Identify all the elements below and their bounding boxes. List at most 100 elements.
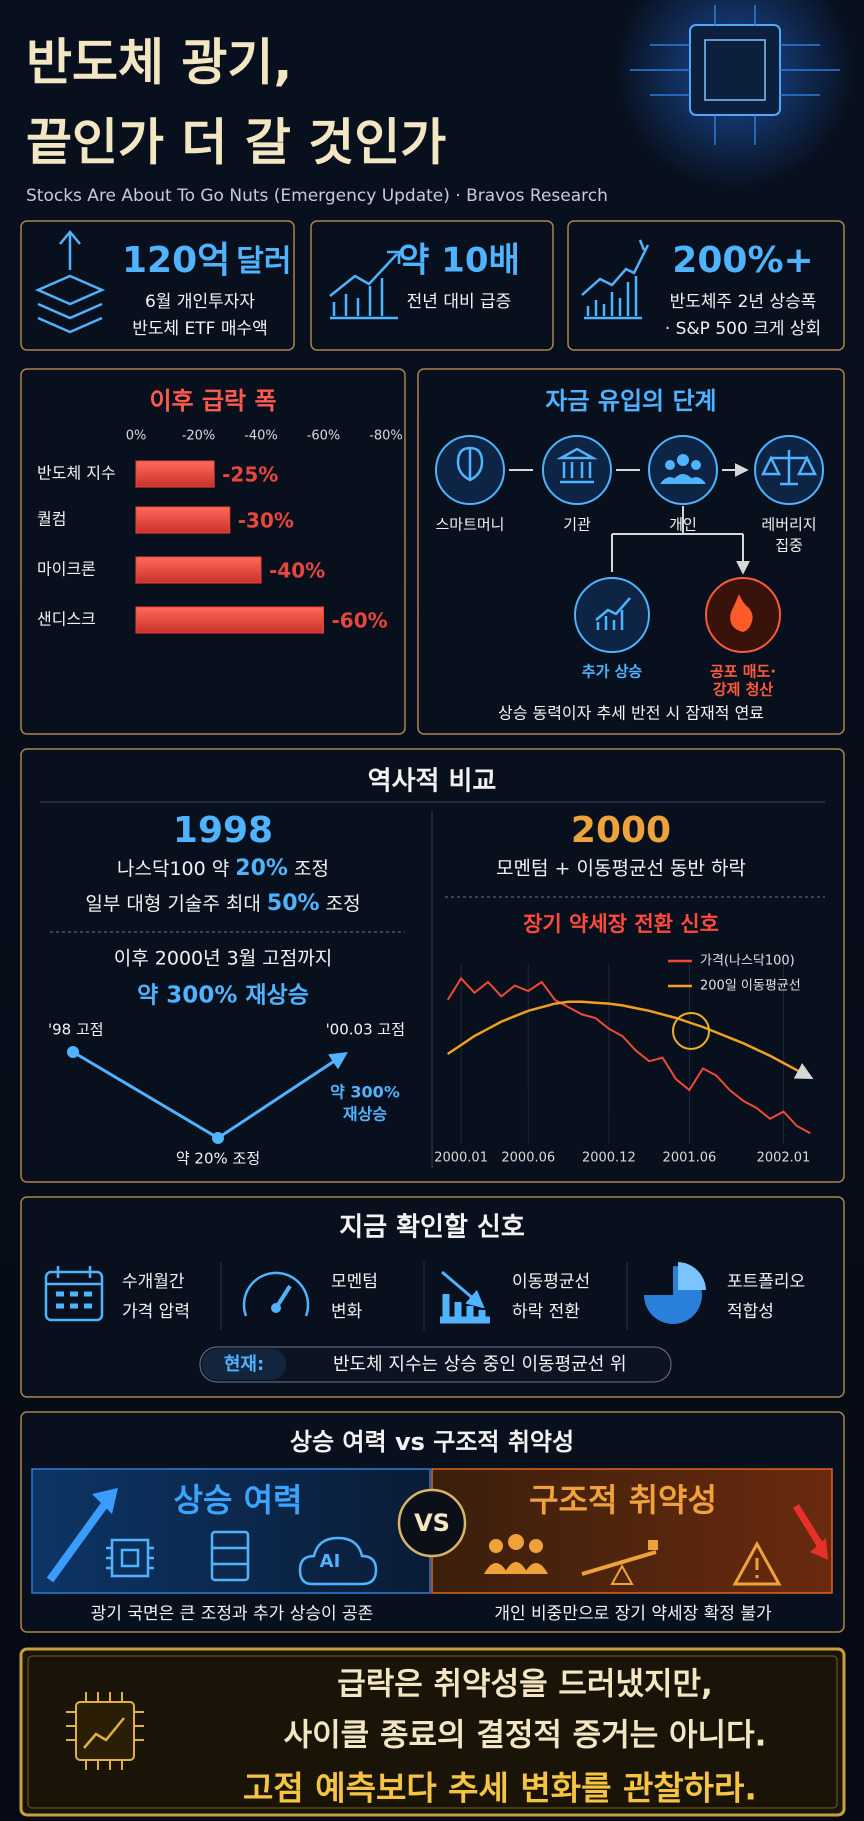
text-part: 나스닥100 약 xyxy=(117,858,235,880)
stage-label: 레버리지 xyxy=(761,516,816,534)
signal-label: 이동평균선 xyxy=(512,1272,590,1292)
history-line: 이후 2000년 3월 고점까지 xyxy=(114,948,332,970)
text-part: 일부 대형 기술주 최대 xyxy=(85,893,266,915)
panel-title: 지금 확인할 신호 xyxy=(339,1213,525,1243)
conclusion-line: 고점 예측보다 추세 변화를 관찰하라. xyxy=(243,1769,757,1808)
panel-title: 역사적 비교 xyxy=(368,767,497,797)
value-label: -60% xyxy=(332,609,388,633)
year: 2000 xyxy=(571,810,671,851)
stat-text: 6월 개인투자자 xyxy=(145,292,255,312)
versus-label: 구조적 취약성 xyxy=(529,1481,717,1519)
bar xyxy=(135,556,262,584)
stat-text: 전년 대비 급증 xyxy=(407,292,512,312)
signal-label: 수개월간 xyxy=(122,1272,185,1292)
category-label: 반도체 지수 xyxy=(37,464,116,483)
category-label: 샌디스크 xyxy=(37,610,96,629)
x-tick-label: 2001.06 xyxy=(663,1151,717,1166)
x-tick-label: 0% xyxy=(126,429,147,444)
panel-title: 상승 여력 vs 구조적 취약성 xyxy=(290,1428,574,1456)
status-tag xyxy=(202,1349,286,1380)
point-label: 재상승 xyxy=(343,1105,387,1124)
stat-card xyxy=(20,220,295,351)
stat-text: 반도체 ETF 매수액 xyxy=(132,319,268,339)
conclusion-frame xyxy=(27,1655,838,1809)
text-emphasis: 20% xyxy=(235,856,288,881)
value-label: -40% xyxy=(269,559,325,583)
text-part: 조정 xyxy=(320,893,361,915)
flow-diagram xyxy=(435,435,824,653)
vs-badge xyxy=(397,1488,467,1558)
history-line: 일부 대형 기술주 최대 50% 조정 xyxy=(85,891,360,916)
signal-label: 포트폴리오 xyxy=(727,1272,805,1292)
x-tick-label: 2000.06 xyxy=(501,1151,555,1166)
stat-value: 200%+ xyxy=(672,240,813,281)
status-text: 반도체 지수는 상승 중인 이동평균선 위 xyxy=(333,1354,627,1375)
stat-value: 120억 달러 xyxy=(122,240,291,281)
conclusion-line: 사이클 종료의 결정적 증거는 아니다. xyxy=(284,1718,767,1754)
series-line xyxy=(446,976,811,1135)
signal-label: 가격 압력 xyxy=(122,1302,190,1322)
x-tick-label: -40% xyxy=(244,429,278,444)
stage-label: 스마트머니 xyxy=(435,516,504,534)
x-tick-label: -60% xyxy=(307,429,341,444)
text-emphasis: 50% xyxy=(267,891,320,916)
point-label: 약 20% 조정 xyxy=(176,1150,260,1168)
conclusion-line: 급락은 취약성을 드러냈지만, xyxy=(337,1667,713,1703)
panel xyxy=(20,368,406,735)
caption: 광기 국면은 큰 조정과 추가 상승이 공존 xyxy=(91,1604,374,1624)
stage-label: 개인 xyxy=(669,516,697,534)
stage-label: 기관 xyxy=(563,516,591,534)
signal-icons xyxy=(44,1262,706,1324)
x-tick-label: -80% xyxy=(369,429,403,444)
outcome-label: 공포 매도· xyxy=(710,663,776,681)
text-part: 조정 xyxy=(288,858,329,880)
point-label: '98 고점 xyxy=(48,1021,104,1039)
signal-label: 모멘텀 xyxy=(331,1272,378,1292)
status-pill xyxy=(199,1346,672,1383)
x-tick-label: 2000.01 xyxy=(434,1151,488,1166)
versus-icons xyxy=(46,1488,828,1586)
x-tick-label: -20% xyxy=(182,429,216,444)
value-label: -30% xyxy=(238,509,294,533)
bar-chart: 0% -20% -40% -60% -80% 반도체 지수 -25% 퀄컴 -30% 마이크론 -4… xyxy=(37,429,403,634)
subtitle: Stocks Are About To Go Nuts (Emergency U… xyxy=(26,186,608,206)
chart-title: 이후 급락 폭 xyxy=(149,387,276,415)
bar xyxy=(135,506,231,534)
v-diagram xyxy=(67,1046,349,1144)
point-label: 약 300% xyxy=(330,1083,400,1102)
signal-title: 장기 약세장 전환 신호 xyxy=(523,912,719,936)
caption: 개인 비중만으로 장기 약세장 확정 불가 xyxy=(494,1604,772,1624)
legend-label: 가격(나스닥100) xyxy=(700,954,795,969)
x-tick-label: 2000.12 xyxy=(582,1151,636,1166)
history-line: 약 300% 재상승 xyxy=(137,983,309,1009)
point-label: '00.03 고점 xyxy=(326,1021,405,1039)
bar xyxy=(135,606,324,634)
title-line: 반도체 광기, xyxy=(26,34,292,92)
vs-text: VS xyxy=(414,1509,450,1537)
crossover-highlight xyxy=(672,1012,710,1050)
legend-label: 200일 이동평균선 xyxy=(700,979,801,994)
history-line: 나스닥100 약 20% 조정 xyxy=(117,856,329,881)
stat-text: 반도체주 2년 상승폭 xyxy=(670,292,817,312)
title-line: 끝인가 더 갈 것인가 xyxy=(26,114,446,172)
bar xyxy=(135,460,215,488)
stat-unit: 달러 xyxy=(236,244,291,279)
signal-label: 하락 전환 xyxy=(512,1302,580,1322)
panel-title: 자금 유입의 단계 xyxy=(545,387,716,415)
stat-number: 120억 xyxy=(122,240,230,281)
category-label: 퀄컴 xyxy=(37,510,66,529)
outcome-label: 강제 청산 xyxy=(713,681,774,699)
signal-label: 적합성 xyxy=(727,1302,774,1322)
icon-label: AI xyxy=(320,1551,341,1572)
history-line: 모멘텀 + 이동평균선 동반 하락 xyxy=(496,858,746,880)
year: 1998 xyxy=(173,810,273,851)
caption: 상승 동력이자 추세 반전 시 잠재적 연료 xyxy=(498,704,764,723)
outcome-label: 추가 상승 xyxy=(582,663,643,681)
series-line xyxy=(447,1000,814,1080)
status-label: 현재: xyxy=(224,1354,264,1375)
conclusion-box xyxy=(19,1647,846,1817)
growth-icon xyxy=(329,250,401,320)
category-label: 마이크론 xyxy=(37,560,96,579)
